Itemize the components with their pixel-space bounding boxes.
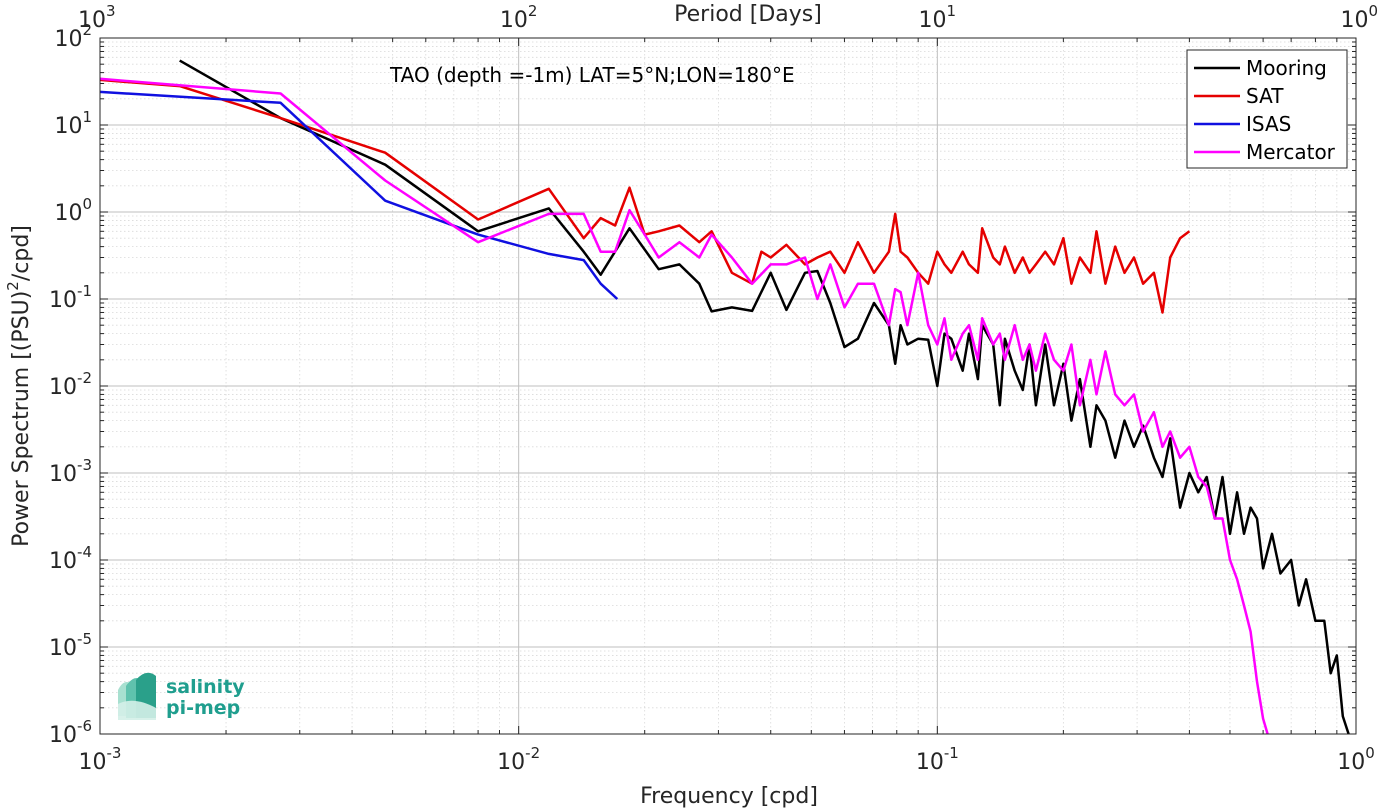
y-tick-label-base: 10 bbox=[49, 723, 77, 748]
y-tick-label-base: 10 bbox=[49, 636, 77, 661]
x-tick-label-base: 10 bbox=[79, 750, 107, 775]
y-tick-label-exponent: -6 bbox=[77, 717, 92, 735]
x-tick-label: 10-1 bbox=[916, 744, 959, 775]
x-tick-label: 10-2 bbox=[497, 744, 540, 775]
top-x-tick-label-base: 10 bbox=[1340, 8, 1368, 33]
top-x-tick-label-base: 10 bbox=[500, 8, 528, 33]
legend-label-isas: ISAS bbox=[1246, 112, 1291, 136]
series-layer bbox=[99, 59, 1350, 735]
legend: Mooring SAT ISAS Mercator bbox=[1186, 49, 1348, 169]
y-tick-label: 10-1 bbox=[49, 282, 92, 313]
y-tick-label-base: 10 bbox=[49, 375, 77, 400]
y-axis-label-prefix: Power Spectrum [(PSU) bbox=[9, 291, 34, 547]
y-tick-label-base: 10 bbox=[49, 549, 77, 574]
top-x-tick-label: 100 bbox=[1340, 2, 1378, 33]
series-line-mercator bbox=[99, 77, 1269, 735]
logo-text-line2: pi-mep bbox=[166, 697, 240, 719]
y-tick-label-base: 10 bbox=[49, 288, 77, 313]
salinity-pi-mep-logo: salinity pi-mep bbox=[118, 672, 245, 720]
top-x-tick-label: 102 bbox=[500, 2, 538, 33]
y-axis-label: Power Spectrum [(PSU)2/cpd] bbox=[4, 225, 34, 547]
top-x-tick-label-base: 10 bbox=[78, 8, 106, 33]
legend-label-mooring: Mooring bbox=[1246, 56, 1327, 80]
y-tick-label-base: 10 bbox=[54, 27, 82, 52]
top-x-tick-label-exponent: 3 bbox=[106, 2, 116, 20]
y-axis-label-suffix: /cpd] bbox=[9, 225, 34, 281]
legend-box bbox=[1186, 49, 1348, 169]
x-tick-label-exponent: -1 bbox=[944, 744, 959, 762]
x-axis-label: Frequency [cpd] bbox=[640, 784, 818, 809]
x-tick-label-exponent: 0 bbox=[1365, 744, 1375, 762]
y-tick-label-exponent: -4 bbox=[77, 543, 92, 561]
y-tick-label-exponent: -5 bbox=[77, 630, 92, 648]
y-tick-label: 10-3 bbox=[49, 456, 92, 487]
y-tick-label: 10-6 bbox=[49, 717, 92, 748]
logo-text-line1: salinity bbox=[166, 676, 245, 698]
y-tick-label: 100 bbox=[54, 195, 92, 226]
x-tick-label-base: 10 bbox=[916, 750, 944, 775]
x-tick-label: 10-3 bbox=[79, 744, 122, 775]
y-tick-label: 10-2 bbox=[49, 369, 92, 400]
top-x-tick-label-exponent: 1 bbox=[947, 2, 957, 20]
y-tick-label-exponent: 1 bbox=[82, 108, 92, 126]
series-line-mooring bbox=[179, 59, 1350, 735]
series-line-isas bbox=[99, 90, 619, 300]
top-x-tick-label-exponent: 0 bbox=[1368, 2, 1378, 20]
y-tick-label-exponent: 2 bbox=[82, 21, 92, 39]
top-x-axis-label: Period [Days] bbox=[674, 2, 822, 27]
y-tick-label-base: 10 bbox=[54, 201, 82, 226]
y-tick-label: 101 bbox=[54, 108, 92, 139]
y-tick-label: 10-5 bbox=[49, 630, 92, 661]
y-tick-label-exponent: -3 bbox=[77, 456, 92, 474]
y-tick-label: 102 bbox=[54, 21, 92, 52]
y-tick-label-exponent: 0 bbox=[82, 195, 92, 213]
y-tick-label-base: 10 bbox=[54, 114, 82, 139]
x-tick-label-base: 10 bbox=[1337, 750, 1365, 775]
legend-label-mercator: Mercator bbox=[1246, 140, 1336, 164]
x-tick-label: 100 bbox=[1337, 744, 1375, 775]
wave-logo-icon bbox=[118, 672, 156, 720]
y-tick-label: 10-4 bbox=[49, 543, 92, 574]
top-x-tick-label: 103 bbox=[78, 2, 116, 33]
top-x-tick-label-base: 10 bbox=[919, 8, 947, 33]
series-line-sat bbox=[99, 78, 1191, 314]
top-x-tick-label-exponent: 2 bbox=[528, 2, 538, 20]
x-tick-label-exponent: -3 bbox=[107, 744, 122, 762]
tick-marks bbox=[99, 37, 1357, 735]
x-tick-label-base: 10 bbox=[497, 750, 525, 775]
y-axis-label-exponent: 2 bbox=[4, 281, 22, 291]
legend-label-sat: SAT bbox=[1246, 84, 1284, 108]
y-tick-label-base: 10 bbox=[49, 462, 77, 487]
y-tick-label-exponent: -2 bbox=[77, 369, 92, 387]
y-tick-label-exponent: -1 bbox=[77, 282, 92, 300]
top-x-tick-label: 101 bbox=[919, 2, 957, 33]
chart-annotation: TAO (depth =-1m) LAT=5°N;LON=180°E bbox=[389, 63, 795, 87]
x-tick-label-exponent: -2 bbox=[525, 744, 540, 762]
